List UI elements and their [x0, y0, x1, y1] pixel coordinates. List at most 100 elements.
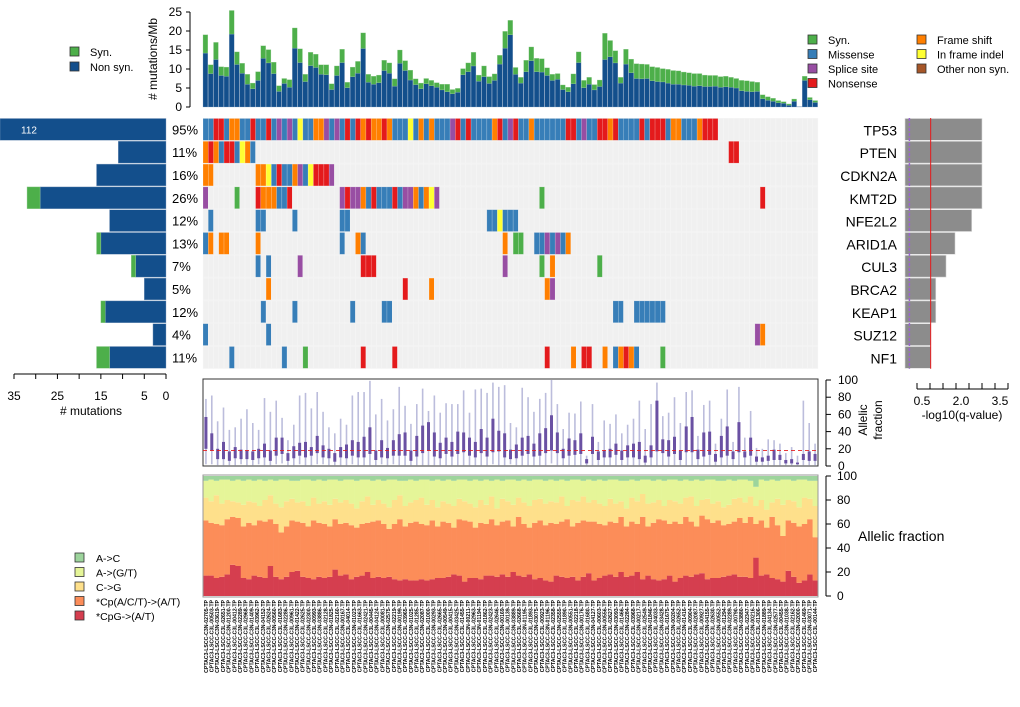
burden-bar-syn: [712, 75, 718, 87]
spectrum-segment-cpg: [408, 580, 414, 596]
oncoprint-cell-empty: [633, 209, 640, 232]
oncoprint-cell-empty: [639, 277, 645, 301]
oncoprint-cell-empty: [507, 277, 514, 301]
spectrum-segment-c-to-g: [532, 500, 538, 523]
spectrum-segment-a-to-gt: [580, 480, 587, 497]
spectrum-segment-a-to-c: [364, 476, 371, 480]
burden-bar-nonsyn: [318, 74, 324, 108]
oncoprint-cell-empty: [660, 209, 666, 232]
oncoprint-cell-empty: [234, 255, 240, 278]
af-box: [509, 449, 512, 460]
oncoprint-cell-frame-shift: [376, 118, 382, 141]
oncoprint-cell-empty: [518, 163, 524, 187]
oncoprint-cell-frame-shift: [244, 141, 251, 164]
oncoprint-cell-empty: [781, 118, 787, 141]
oncoprint-cell-empty: [660, 232, 666, 255]
oncoprint-cell-empty: [654, 323, 661, 346]
oncoprint-cell-empty: [418, 232, 424, 255]
burden-bar-nonsyn: [586, 84, 592, 108]
spectrum-segment-cpact: [532, 522, 538, 580]
oncoprint-cell-empty: [281, 255, 288, 278]
oncoprint-cell-splice-site: [544, 232, 551, 255]
oncoprint-cell-frame-shift: [208, 163, 214, 187]
spectrum-segment-c-to-g: [434, 507, 441, 527]
spectrum-segment-a-to-c: [602, 476, 608, 481]
spectrum-segment-cpact: [650, 522, 657, 580]
spectrum-segment-a-to-gt: [553, 480, 560, 503]
oncoprint-cell-empty: [371, 163, 377, 187]
spectrum-segment-c-to-g: [208, 501, 215, 523]
spectrum-segment-a-to-gt: [548, 479, 554, 502]
oncoprint-cell-empty: [765, 186, 771, 209]
oncoprint-cell-empty: [733, 255, 740, 278]
oncoprint-cell-empty: [702, 163, 708, 187]
oncoprint-cell-empty: [413, 277, 419, 301]
spectrum-segment-cpact: [774, 525, 781, 580]
oncoprint-cell-empty: [802, 232, 808, 255]
oncoprint-cell-empty: [528, 232, 535, 255]
spectrum-segment-a-to-gt: [564, 480, 571, 506]
oncoprint-cell-empty: [723, 232, 729, 255]
gene-count-tick-label: 15: [94, 389, 108, 403]
oncoprint-cell-empty: [465, 255, 472, 278]
oncoprint-cell-empty: [428, 346, 435, 369]
oncoprint-cell-empty: [313, 300, 319, 323]
oncoprint-cell-empty: [576, 323, 582, 346]
oncoprint-cell-splice-site: [276, 118, 283, 141]
oncoprint-cell-empty: [349, 346, 356, 369]
oncoprint-cell-empty: [807, 277, 813, 301]
af-box: [227, 451, 231, 461]
burden-bar-syn: [497, 55, 503, 65]
oncoprint-cell-empty: [512, 141, 519, 164]
burden-bar-nonsyn: [528, 60, 534, 108]
oncoprint-cell-empty: [807, 300, 813, 323]
oncoprint-cell-empty: [623, 163, 629, 187]
spectrum-segment-a-to-gt: [267, 479, 274, 496]
oncoprint-cell-empty: [691, 323, 698, 346]
sample-label: CPTAC3-LSCC-C3L-03965-TP: [403, 599, 409, 672]
oncoprint-cell-empty: [665, 323, 672, 346]
burden-bar-syn: [413, 78, 419, 85]
oncoprint-cell-empty: [234, 277, 240, 301]
oncoprint-cell-empty: [802, 209, 808, 232]
burden-bar-syn: [223, 66, 230, 77]
spectrum-segment-a-to-gt: [262, 480, 269, 500]
oncoprint-cell-empty: [413, 209, 419, 232]
sample-label: CPTAC3-LSCC-C3N-02286-TP: [284, 599, 290, 672]
burden-bar-nonsyn: [549, 80, 555, 108]
sample-label: CPTAC3-LSCC-C3N-02300-TP: [306, 599, 312, 672]
oncoprint-cell-empty: [560, 323, 566, 346]
oncoprint-cell-empty: [528, 141, 535, 164]
oncoprint-cell-frame-shift: [370, 118, 377, 141]
af-box: [362, 436, 366, 458]
spectrum-segment-a-to-c: [553, 476, 560, 481]
af-box: [427, 422, 430, 451]
oncoprint-cell-missense: [512, 209, 519, 232]
oncoprint-cell-empty: [723, 346, 729, 369]
oncoprint-cell-in-frame-indel: [297, 118, 304, 141]
oncoprint-cell-empty: [728, 277, 735, 301]
spectrum-segment-cpg: [229, 564, 236, 596]
oncoprint-cell-empty: [602, 255, 608, 278]
oncoprint-cell-empty: [523, 209, 530, 232]
gene-name-label: NFE2L2: [846, 214, 898, 230]
spectrum-segment-cpact: [510, 526, 517, 572]
spectrum-segment-cpg: [645, 575, 652, 596]
oncoprint-cell-empty: [781, 232, 787, 255]
sample-label: CPTAC3-LSCC-C3N-00216-TP: [751, 599, 757, 672]
af-box: [602, 450, 606, 458]
oncoprint-cell-empty: [612, 232, 619, 255]
oncoprint-cell-empty: [675, 141, 682, 164]
burden-bar-syn: [265, 49, 272, 64]
oncoprint-cell-empty: [486, 346, 493, 369]
burden-bar-nonsyn: [607, 56, 613, 108]
af-box: [368, 427, 372, 454]
oncoprint-cell-frame-shift: [318, 118, 325, 141]
oncoprint-cell-empty: [807, 255, 813, 278]
spectrum-segment-cpg: [618, 572, 625, 596]
spectrum-segment-cpact: [801, 524, 808, 581]
oncoprint-cell-missense: [286, 163, 293, 187]
oncoprint-cell-empty: [449, 209, 456, 232]
oncoprint-cell-empty: [786, 118, 792, 141]
burden-bar-syn: [549, 74, 555, 81]
